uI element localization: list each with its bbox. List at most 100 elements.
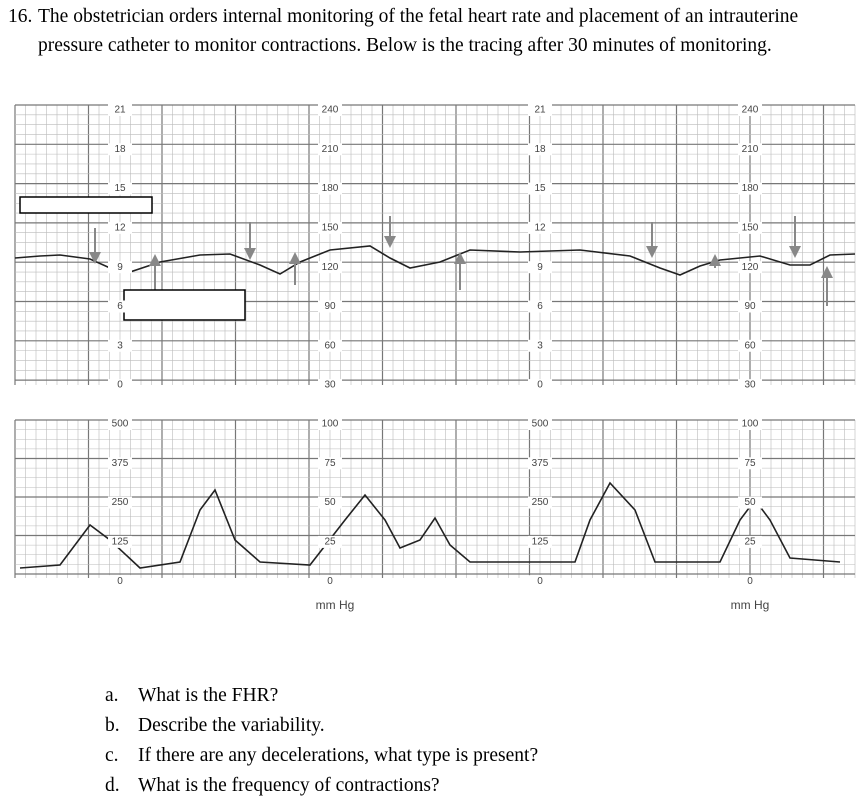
- scale-label: 150: [742, 223, 759, 234]
- question-text: Describe the variability.: [138, 715, 325, 736]
- scale-label: 50: [744, 497, 756, 508]
- scale-label: 75: [324, 458, 336, 469]
- label-bg: [318, 300, 342, 313]
- label-bg: [108, 300, 132, 313]
- label-bg: [108, 182, 132, 195]
- scale-label: 0: [537, 576, 543, 587]
- scale-label: 120: [322, 262, 339, 273]
- scale-label: 0: [117, 380, 123, 391]
- label-bg: [528, 143, 552, 156]
- label-bg: [318, 379, 342, 392]
- scale-label: 90: [324, 301, 336, 312]
- label-bg: [528, 496, 552, 509]
- scale-label: 6: [537, 301, 543, 312]
- scale-label: 100: [322, 419, 339, 430]
- label-bg: [528, 418, 552, 430]
- label-bg: [318, 104, 342, 116]
- label-bg: [738, 457, 762, 470]
- label-bg: [318, 261, 342, 274]
- label-bg: [318, 143, 342, 156]
- label-bg: [738, 535, 762, 548]
- label-bg: [528, 457, 552, 470]
- scale-label: 125: [112, 537, 129, 548]
- scale-label: 240: [322, 105, 339, 116]
- scale-label: 9: [537, 262, 543, 273]
- scale-label: 15: [114, 183, 126, 194]
- scale-label: 0: [537, 380, 543, 391]
- question-text: What is the frequency of contractions?: [138, 775, 440, 796]
- arrows: [89, 216, 833, 306]
- label-bg: [108, 104, 132, 116]
- label-bg: [738, 104, 762, 116]
- scale-label: 3: [117, 340, 123, 351]
- question-letter: a.: [105, 685, 119, 706]
- label-bg: [108, 418, 132, 430]
- label-bg: [108, 221, 132, 234]
- question: 16. The obstetrician orders internal moni…: [8, 2, 853, 60]
- scale-label: 21: [114, 105, 126, 116]
- scale-label: 180: [322, 183, 339, 194]
- label-bg: [528, 339, 552, 352]
- scale-label: 25: [324, 537, 336, 548]
- question-item: a. What is the FHR?: [105, 681, 538, 711]
- label-bg: [108, 496, 132, 509]
- question-letter: d.: [105, 775, 120, 796]
- label-bg: [108, 457, 132, 470]
- contraction-tracing: [19, 481, 841, 569]
- label-bg: [738, 221, 762, 234]
- label-bg: [738, 261, 762, 274]
- question-item: b. Describe the variability.: [105, 711, 538, 741]
- scale-label: 75: [744, 458, 756, 469]
- scale-label: 240: [742, 105, 759, 116]
- label-bg: [318, 339, 342, 352]
- label-bg: [318, 457, 342, 470]
- label-bg: [738, 182, 762, 195]
- label-bg: [108, 575, 132, 588]
- label-bg: [108, 143, 132, 156]
- question-text: What is the FHR?: [138, 685, 279, 706]
- scale-label: 50: [324, 497, 336, 508]
- label-bg: [738, 418, 762, 430]
- label-bg: [738, 300, 762, 313]
- unit-label: mm Hg: [731, 598, 770, 612]
- scale-label: 250: [532, 497, 549, 508]
- scale-labels: 2118151296302402101801501209060302118151…: [108, 104, 769, 612]
- label-bg: [318, 221, 342, 234]
- scale-label: 250: [112, 497, 129, 508]
- scale-label: 500: [112, 419, 129, 430]
- question-list: a. What is the FHR? b. Describe the variabi…: [105, 681, 538, 801]
- scale-label: 25: [744, 537, 756, 548]
- scale-label: 210: [322, 144, 339, 155]
- label-bg: [108, 339, 132, 352]
- scale-label: 0: [327, 576, 333, 587]
- question-letter: c.: [105, 745, 119, 766]
- question-letter: b.: [105, 715, 120, 736]
- label-bg: [738, 575, 762, 588]
- scale-label: 150: [322, 223, 339, 234]
- scale-label: 9: [117, 262, 123, 273]
- scale-label: 0: [117, 576, 123, 587]
- scale-label: 100: [742, 419, 759, 430]
- label-bg: [108, 379, 132, 392]
- label-bg: [738, 339, 762, 352]
- label-bg: [108, 535, 132, 548]
- label-bg: [738, 496, 762, 509]
- label-bg: [528, 182, 552, 195]
- scale-label: 12: [114, 223, 126, 234]
- scale-label: 500: [532, 419, 549, 430]
- scale-label: 30: [744, 380, 756, 391]
- label-bg: [528, 575, 552, 588]
- label-bg: [528, 261, 552, 274]
- scale-label: 125: [532, 537, 549, 548]
- scale-label: 180: [742, 183, 759, 194]
- scale-label: 375: [532, 458, 549, 469]
- scale-label: 21: [534, 105, 546, 116]
- question-text: If there are any decelerations, what typ…: [138, 745, 539, 766]
- label-bg: [318, 418, 342, 430]
- grid: [14, 104, 856, 578]
- question-text: The obstetrician orders internal monitor…: [38, 6, 799, 56]
- scale-label: 6: [117, 301, 123, 312]
- tracing: 2118151296302402101801501209060302118151…: [14, 104, 856, 612]
- label-bg: [528, 379, 552, 392]
- scale-label: 90: [744, 301, 756, 312]
